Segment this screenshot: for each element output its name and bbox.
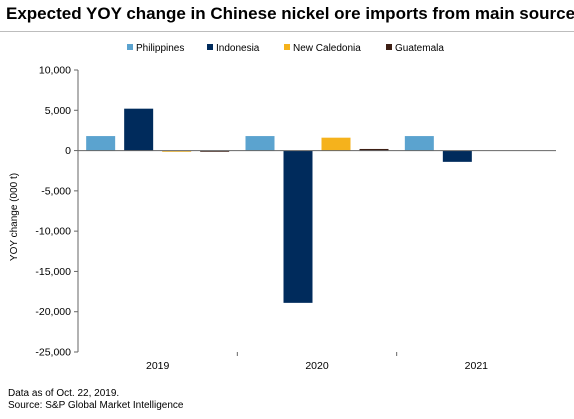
y-tick-label: 10,000 [39,65,71,77]
chart-title: Expected YOY change in Chinese nickel or… [6,4,574,23]
chart-notes: Data as of Oct. 22, 2019. Source: S&P Gl… [8,388,183,412]
bar-indonesia-2020 [283,150,313,303]
bar-guatemala-2019 [200,150,230,152]
bar-guatemala-2020 [359,148,389,151]
legend-label-new-caledonia: New Caledonia [293,43,361,54]
legend-swatch-philippines [127,44,133,50]
bar-indonesia-2021 [442,150,472,162]
bar-chart: Philippines Indonesia New Caledonia Guatema… [9,43,556,372]
chart-legend: Philippines Indonesia New Caledonia Guatema… [127,43,444,54]
legend-label-guatemala: Guatemala [395,43,444,54]
bar-philippines-2020 [245,136,275,151]
bars-group [86,108,472,303]
y-tick-label: -10,000 [35,226,71,238]
bar-new-caledonia-2019 [162,150,192,152]
data-date-note: Data as of Oct. 22, 2019. [8,388,120,399]
source-note: Source: S&P Global Market Intelligence [8,400,184,411]
bar-philippines-2021 [404,136,434,151]
legend-swatch-guatemala [386,44,392,50]
title-divider [0,31,574,32]
y-axis-label: YOY change (000 t) [9,173,20,261]
y-axis-ticks: 10,000 5,000 0 -5,000 -10,000 -15,000 -20,000 -… [35,65,78,359]
y-tick-label: -15,000 [35,266,71,278]
y-tick-label: -20,000 [35,306,71,318]
y-tick-label: -25,000 [35,347,71,359]
x-tick-label: 2019 [146,360,170,372]
legend-label-philippines: Philippines [136,43,184,54]
bar-indonesia-2019 [124,108,154,151]
x-tick-label: 2020 [305,360,329,372]
y-tick-label: -5,000 [41,185,71,197]
x-axis-ticks: 2019 2020 2021 [146,352,488,372]
y-tick-label: 5,000 [45,105,71,117]
x-tick-label: 2021 [465,360,489,372]
bar-philippines-2019 [86,136,116,151]
y-tick-label: 0 [65,145,71,157]
legend-label-indonesia: Indonesia [216,43,260,54]
legend-swatch-indonesia [207,44,213,50]
bar-new-caledonia-2020 [321,137,351,151]
legend-swatch-new-caledonia [284,44,290,50]
